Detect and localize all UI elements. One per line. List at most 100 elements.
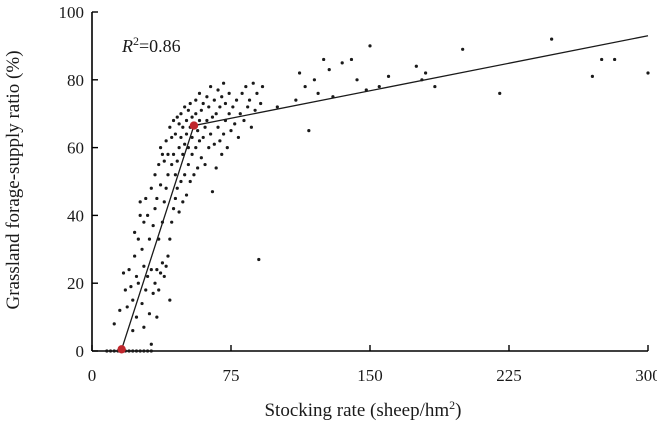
data-point [162, 200, 166, 204]
data-point [186, 162, 190, 167]
data-point [184, 132, 189, 136]
data-point [247, 98, 252, 102]
y-tick-label: 80 [67, 71, 84, 90]
r-value: =0.86 [139, 36, 181, 56]
data-point [212, 98, 216, 102]
data-point [179, 135, 183, 140]
data-point [149, 349, 153, 353]
data-point [175, 186, 179, 190]
data-point [203, 125, 207, 129]
x-tick-label: 300 [635, 366, 657, 385]
breakpoints [117, 121, 199, 354]
y-tick-label: 0 [76, 342, 85, 361]
data-point [236, 135, 241, 140]
data-point [307, 129, 311, 133]
data-point [322, 57, 326, 62]
data-point [386, 74, 391, 79]
data-point [136, 281, 140, 285]
data-point [205, 95, 209, 99]
data-point [377, 84, 381, 89]
data-point [205, 118, 209, 123]
x-axis-title-sup: 2 [449, 398, 455, 412]
data-point [136, 237, 140, 241]
x-tick-label: 150 [357, 366, 383, 385]
data-point [157, 162, 161, 167]
data-point [160, 152, 165, 156]
data-point [220, 95, 224, 99]
data-point [227, 91, 231, 95]
data-point [349, 57, 354, 62]
r-superscript: 2 [133, 34, 139, 48]
data-point [316, 91, 320, 95]
data-point [207, 105, 211, 109]
data-point [164, 139, 168, 143]
data-point [242, 118, 246, 123]
data-point [149, 268, 153, 272]
data-point [158, 146, 163, 150]
data-point [203, 162, 207, 167]
data-point [192, 173, 196, 177]
data-point [227, 112, 231, 116]
data-point [214, 112, 218, 116]
data-point [231, 105, 235, 109]
data-point [177, 146, 181, 150]
data-point [108, 349, 113, 353]
data-point [168, 298, 172, 302]
ticks: 0 20 40 60 80 100 0 75 150 225 300 [59, 3, 657, 385]
data-point [155, 196, 159, 201]
data-point [142, 349, 146, 353]
data-point [133, 230, 137, 234]
data-point [105, 349, 109, 353]
y-tick-label: 60 [67, 139, 84, 158]
data-point [131, 329, 135, 333]
x-tick-label: 225 [496, 366, 522, 385]
data-point [196, 166, 200, 170]
data-point [214, 166, 218, 170]
data-point [312, 78, 316, 82]
data-point [259, 101, 263, 106]
r-squared-annotation: R2=0.86 [121, 34, 181, 56]
data-point [414, 64, 418, 68]
data-point [600, 57, 604, 62]
data-point [368, 44, 372, 48]
y-axis-title: Grassland forage-supply ratio (%) [3, 50, 24, 309]
data-point [194, 112, 198, 116]
data-point [297, 71, 302, 75]
data-point [234, 98, 239, 102]
data-point [175, 159, 179, 163]
data-point [164, 186, 168, 190]
data-point [133, 254, 137, 258]
data-point [153, 281, 157, 285]
data-point [138, 213, 142, 217]
data-point [183, 173, 187, 177]
data-point [140, 301, 144, 306]
data-point [173, 173, 177, 177]
data-point [127, 349, 131, 353]
data-point [170, 135, 174, 140]
data-point [216, 125, 220, 129]
data-point [327, 68, 331, 72]
data-point [183, 142, 187, 146]
data-point [171, 118, 176, 123]
data-point [238, 112, 242, 116]
y-tick-label: 100 [59, 3, 85, 22]
data-point [147, 312, 152, 316]
y-tick-label: 20 [67, 274, 84, 293]
data-point [131, 298, 135, 302]
data-point [251, 81, 255, 85]
data-point [275, 105, 279, 109]
data-point [188, 179, 192, 184]
data-point [613, 57, 617, 62]
data-point [170, 162, 174, 167]
data-point [257, 257, 261, 262]
r-label: R [121, 36, 133, 56]
data-point [170, 220, 174, 224]
data-point [146, 274, 150, 279]
data-point [155, 315, 159, 319]
data-point [244, 84, 248, 89]
data-point [246, 105, 250, 109]
data-point [118, 308, 122, 312]
data-point [190, 115, 194, 119]
data-point [179, 112, 183, 116]
